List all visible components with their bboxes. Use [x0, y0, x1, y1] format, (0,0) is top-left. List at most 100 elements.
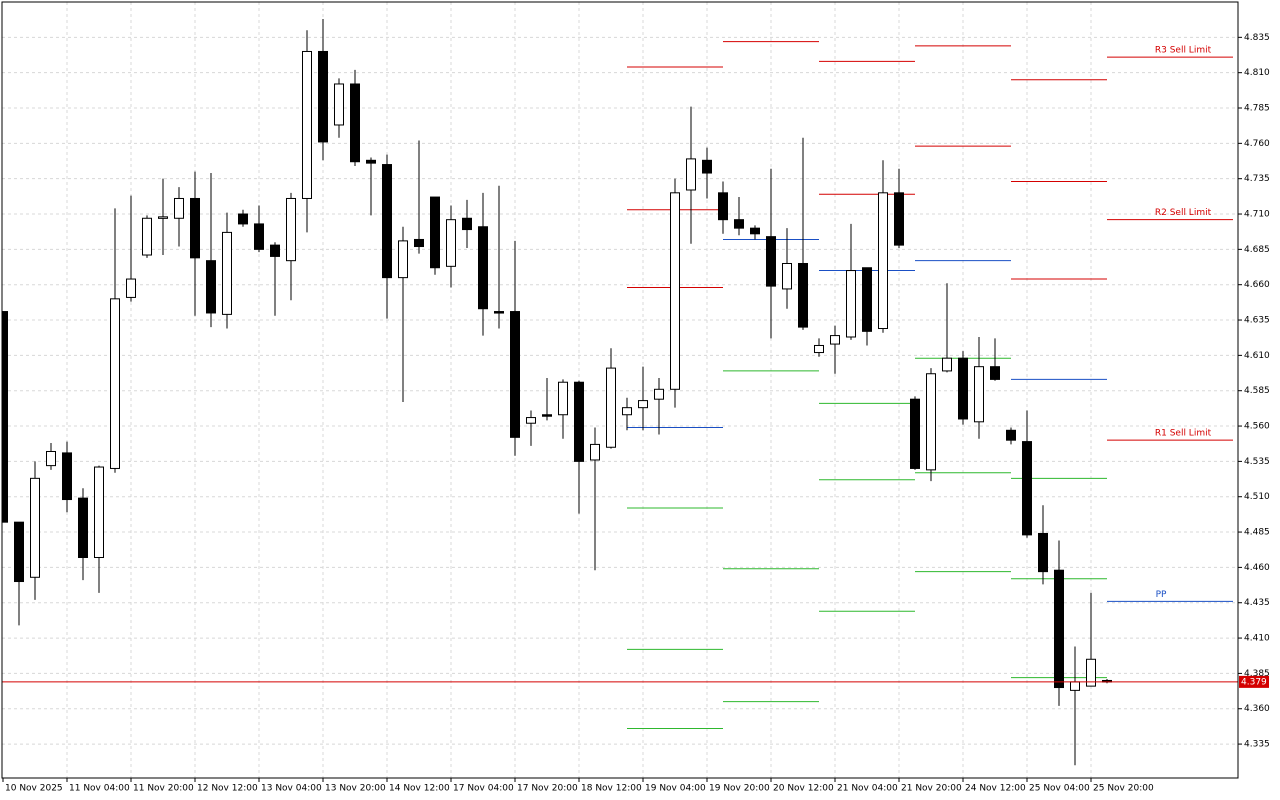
x-tick-label: 17 Nov 04:00	[453, 784, 514, 794]
y-tick-label: 4.635	[1244, 316, 1270, 326]
candle-body	[2, 311, 8, 523]
x-tick-label: 12 Nov 12:00	[197, 784, 258, 794]
candle-body	[974, 366, 984, 423]
x-tick-label: 20 Nov 12:00	[773, 784, 834, 794]
candle-body	[910, 398, 920, 469]
candle-body	[574, 381, 584, 462]
y-tick-label: 4.660	[1244, 280, 1270, 290]
y-tick-label: 4.410	[1244, 634, 1270, 644]
x-tick-label: 21 Nov 04:00	[837, 784, 898, 794]
candle-body	[942, 357, 952, 372]
candle-body	[926, 373, 936, 471]
candle-body	[958, 357, 968, 420]
candle-body	[398, 240, 408, 279]
y-tick-label: 4.560	[1244, 422, 1270, 432]
candle-body	[702, 159, 712, 174]
candle-body	[158, 216, 168, 219]
candle-body	[814, 344, 824, 354]
candle-body	[222, 231, 232, 315]
candle-body	[430, 196, 440, 269]
candle-body	[478, 226, 488, 310]
x-tick-label: 18 Nov 12:00	[581, 784, 642, 794]
candle-body	[558, 381, 568, 416]
candle-body	[510, 311, 520, 438]
candle-body	[862, 267, 872, 332]
candle-body	[990, 366, 1000, 380]
candle-body	[14, 521, 24, 583]
candle-body	[494, 311, 504, 314]
candle-body	[366, 159, 376, 164]
y-tick-label: 4.360	[1244, 704, 1270, 714]
x-tick-label: 25 Nov 20:00	[1093, 784, 1154, 794]
candle-body	[1086, 658, 1096, 687]
candle-body	[350, 83, 360, 163]
candle-body	[462, 217, 472, 231]
candle-body	[254, 223, 264, 250]
candle-body	[174, 197, 184, 219]
candle-body	[654, 388, 664, 400]
y-tick-label: 4.810	[1244, 68, 1270, 78]
candle-body	[382, 164, 392, 279]
candle-body	[1070, 681, 1080, 691]
level-label: R3 Sell Limit	[1155, 46, 1212, 56]
candles	[2, 18, 1112, 766]
x-tick-label: 13 Nov 20:00	[325, 784, 386, 794]
x-tick-label: 14 Nov 12:00	[389, 784, 450, 794]
level-label: R2 Sell Limit	[1155, 208, 1212, 218]
candle-body	[766, 236, 776, 287]
y-tick-label: 4.710	[1244, 210, 1270, 220]
candle-body	[782, 262, 792, 290]
y-tick-label: 4.585	[1244, 386, 1270, 396]
candle-body	[318, 50, 328, 143]
candle-body	[46, 450, 56, 467]
candle-body	[190, 197, 200, 259]
candle-body	[446, 219, 456, 267]
candle-body	[126, 278, 136, 298]
y-tick-label: 4.535	[1244, 457, 1270, 467]
candle-body	[542, 414, 552, 417]
candle-body	[1054, 569, 1064, 689]
y-tick-label: 4.435	[1244, 598, 1270, 608]
candle-body	[206, 260, 216, 314]
x-tick-label: 19 Nov 04:00	[645, 784, 706, 794]
y-tick-label: 4.735	[1244, 174, 1270, 184]
grid	[2, 2, 1238, 778]
overlay: 4.335 4.360 4.385 4.410 4.435 4.460 4.485 4.510…	[2, 33, 1270, 794]
plot-frame	[1, 1, 1239, 779]
price-label: 4.379	[1241, 677, 1267, 687]
candle-body	[526, 417, 536, 424]
candle-body	[878, 192, 888, 330]
candle-body	[238, 213, 248, 225]
candle-body	[30, 477, 40, 578]
candle-body	[78, 497, 88, 558]
candle-body	[718, 192, 728, 221]
candle-body	[1006, 429, 1016, 441]
x-tick-label: 19 Nov 20:00	[709, 784, 770, 794]
y-tick-label: 4.510	[1244, 492, 1270, 502]
x-tick-label: 10 Nov 2025	[5, 784, 63, 794]
x-tick-label: 11 Nov 20:00	[133, 784, 194, 794]
candle-body	[590, 443, 600, 461]
candle-body	[606, 367, 616, 448]
candle-body	[270, 244, 280, 257]
level-label: R1 Sell Limit	[1155, 429, 1212, 439]
y-tick-label: 4.610	[1244, 351, 1270, 361]
candle-body	[334, 83, 344, 126]
y-tick-label: 4.460	[1244, 563, 1270, 573]
candle-body	[302, 50, 312, 199]
candle-body	[414, 238, 424, 248]
x-tick-label: 24 Nov 12:00	[965, 784, 1026, 794]
candle-body	[798, 262, 808, 328]
y-tick-label: 4.335	[1244, 740, 1270, 750]
y-tick-label: 4.385	[1244, 669, 1270, 679]
candle-body	[94, 466, 104, 558]
x-tick-label: 13 Nov 04:00	[261, 784, 322, 794]
y-tick-label: 4.760	[1244, 139, 1270, 149]
x-tick-label: 21 Nov 20:00	[901, 784, 962, 794]
x-tick-label: 17 Nov 20:00	[517, 784, 578, 794]
candle-body	[894, 192, 904, 246]
candle-body	[286, 197, 296, 262]
candle-body	[142, 217, 152, 256]
